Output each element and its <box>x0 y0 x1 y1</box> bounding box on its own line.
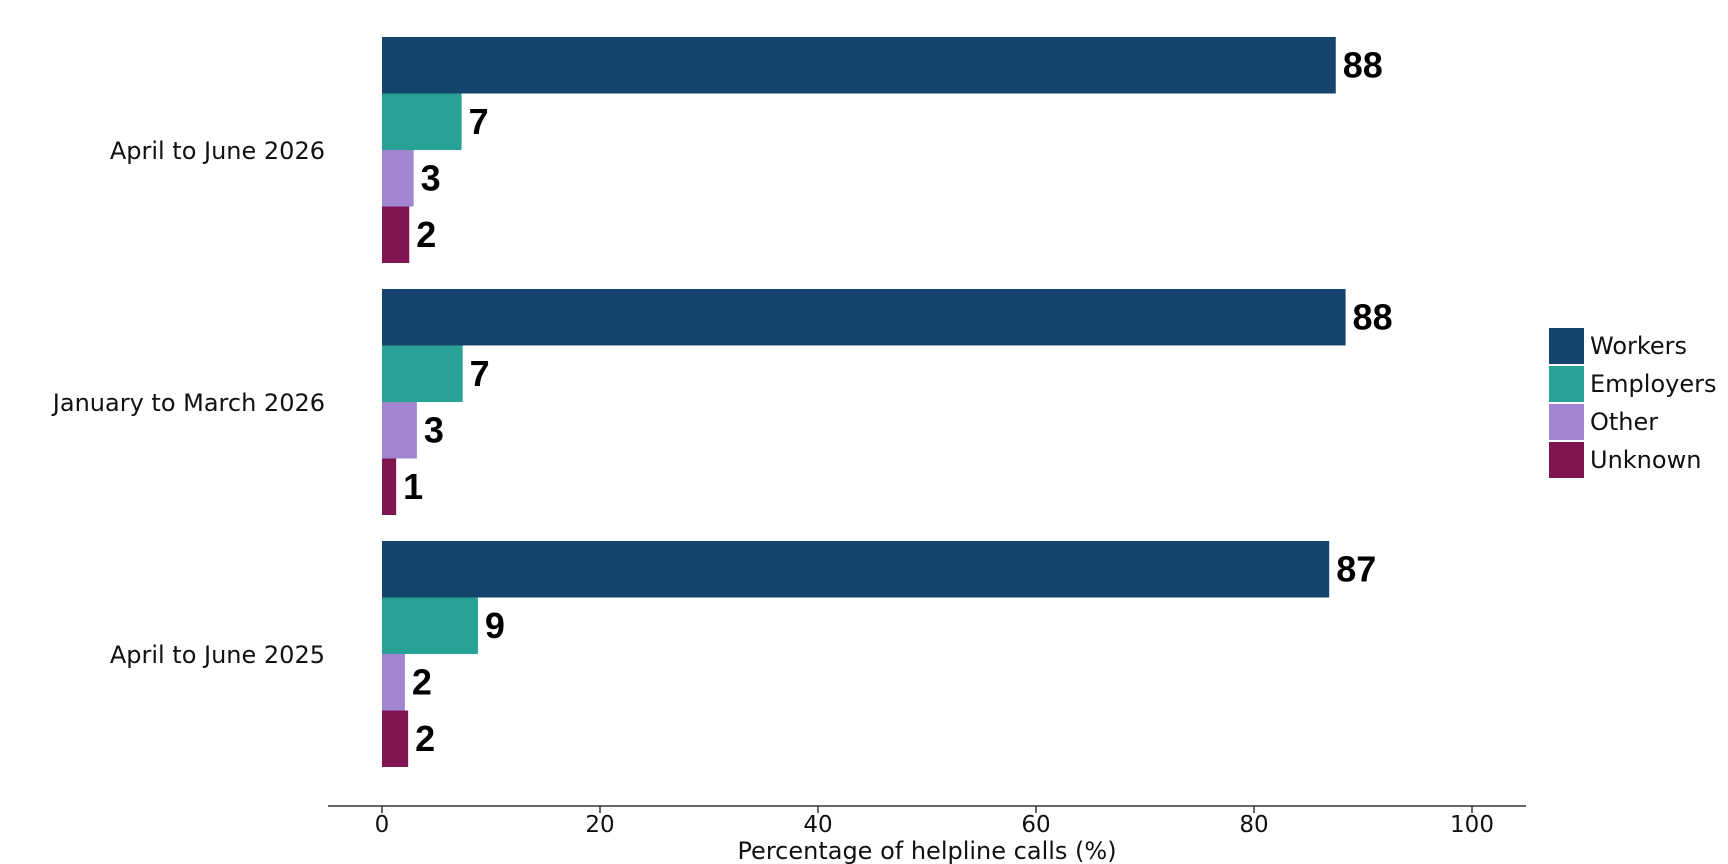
x-tick-label-0: 0 <box>375 812 390 838</box>
category-label-0: April to June 2026 <box>110 137 325 165</box>
x-tick-label-1: 20 <box>585 812 614 838</box>
bar-workers-2 <box>382 541 1330 598</box>
bar-other-0 <box>382 150 414 207</box>
legend-swatch-employers <box>1549 366 1584 402</box>
x-tick-label-2: 40 <box>803 812 832 838</box>
legend-label-unknown: Unknown <box>1590 446 1701 474</box>
data-label-employers-1: 7 <box>470 353 490 394</box>
legend-swatch-other <box>1549 404 1584 440</box>
bar-unknown-1 <box>382 458 397 515</box>
data-label-unknown-1: 1 <box>403 466 423 507</box>
bar-employers-1 <box>382 345 463 402</box>
bar-other-2 <box>382 654 405 711</box>
data-label-unknown-2: 2 <box>415 718 435 759</box>
category-labels-group: April to June 2026 January to March 2026 A… <box>51 137 325 669</box>
data-label-other-2: 2 <box>412 661 432 702</box>
data-label-unknown-0: 2 <box>416 214 436 255</box>
x-tick-label-4: 80 <box>1239 812 1268 838</box>
bar-employers-0 <box>382 93 462 150</box>
category-label-1: January to March 2026 <box>51 389 325 417</box>
bar-unknown-0 <box>382 206 410 263</box>
bar-unknown-2 <box>382 710 409 767</box>
bar-other-1 <box>382 402 417 459</box>
data-label-workers-2: 87 <box>1336 548 1376 589</box>
legend-swatch-workers <box>1549 328 1584 364</box>
legend-label-workers: Workers <box>1590 332 1687 360</box>
data-label-employers-0: 7 <box>469 101 489 142</box>
x-ticks-group: 0 20 40 60 80 100 <box>375 806 1494 838</box>
legend-label-other: Other <box>1590 408 1658 436</box>
legend: Workers Employers Other Unknown <box>1549 328 1716 478</box>
category-label-2: April to June 2025 <box>110 641 325 669</box>
data-label-workers-1: 88 <box>1353 296 1393 337</box>
data-label-other-0: 3 <box>421 157 441 198</box>
data-label-workers-0: 88 <box>1343 44 1383 85</box>
data-label-other-1: 3 <box>424 409 444 450</box>
bars-group <box>382 37 1346 767</box>
legend-swatch-unknown <box>1549 442 1584 478</box>
bar-workers-1 <box>382 289 1346 346</box>
legend-label-employers: Employers <box>1590 370 1716 398</box>
data-label-employers-2: 9 <box>485 605 505 646</box>
x-axis-title: Percentage of helpline calls (%) <box>737 837 1116 864</box>
bar-employers-2 <box>382 597 478 654</box>
bar-workers-0 <box>382 37 1336 94</box>
x-tick-label-3: 60 <box>1021 812 1050 838</box>
x-tick-label-5: 100 <box>1450 812 1494 838</box>
